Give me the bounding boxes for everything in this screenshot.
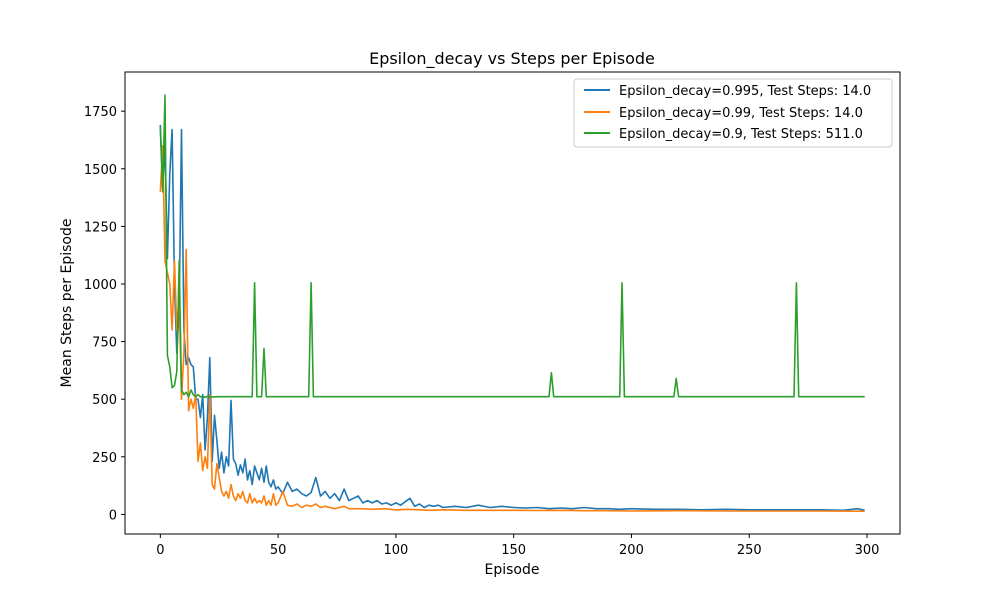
y-tick-label: 1000 bbox=[84, 278, 117, 293]
y-tick-label: 1750 bbox=[84, 105, 117, 120]
x-tick-label: 250 bbox=[737, 543, 762, 558]
x-tick-label: 100 bbox=[383, 543, 408, 558]
legend-frame bbox=[573, 78, 893, 148]
legend: Epsilon_decay=0.995, Test Steps: 14.0 Ep… bbox=[573, 78, 893, 148]
x-tick-label: 50 bbox=[270, 543, 287, 558]
x-axis-ticks: 0 50 100 150 200 250 300 bbox=[156, 534, 879, 558]
y-tick-label: 250 bbox=[92, 451, 117, 466]
y-tick-label: 750 bbox=[92, 336, 117, 351]
legend-label-2: Epsilon_decay=0.9, Test Steps: 511.0 bbox=[619, 127, 863, 142]
x-tick-label: 300 bbox=[855, 543, 880, 558]
legend-label-1: Epsilon_decay=0.99, Test Steps: 14.0 bbox=[619, 106, 863, 121]
x-tick-label: 150 bbox=[501, 543, 526, 558]
series-line-1 bbox=[159, 144, 865, 513]
series-line-2 bbox=[159, 94, 865, 399]
plot-lines bbox=[159, 94, 865, 513]
legend-label-0: Epsilon_decay=0.995, Test Steps: 14.0 bbox=[619, 84, 871, 99]
x-axis-label: Episode bbox=[485, 562, 540, 578]
x-tick-label: 200 bbox=[619, 543, 644, 558]
x-tick-label: 0 bbox=[156, 543, 164, 558]
y-tick-label: 500 bbox=[92, 393, 117, 408]
plot-frame bbox=[124, 71, 901, 535]
y-tick-label: 0 bbox=[109, 508, 117, 523]
y-axis-ticks: 0 250 500 750 1000 1250 1500 1750 bbox=[84, 105, 125, 523]
y-tick-label: 1250 bbox=[84, 220, 117, 235]
series-line-0 bbox=[159, 124, 865, 512]
chart-title: Epsilon_decay vs Steps per Episode bbox=[369, 49, 655, 69]
y-axis-label: Mean Steps per Episode bbox=[59, 219, 75, 388]
y-tick-label: 1500 bbox=[84, 163, 117, 178]
